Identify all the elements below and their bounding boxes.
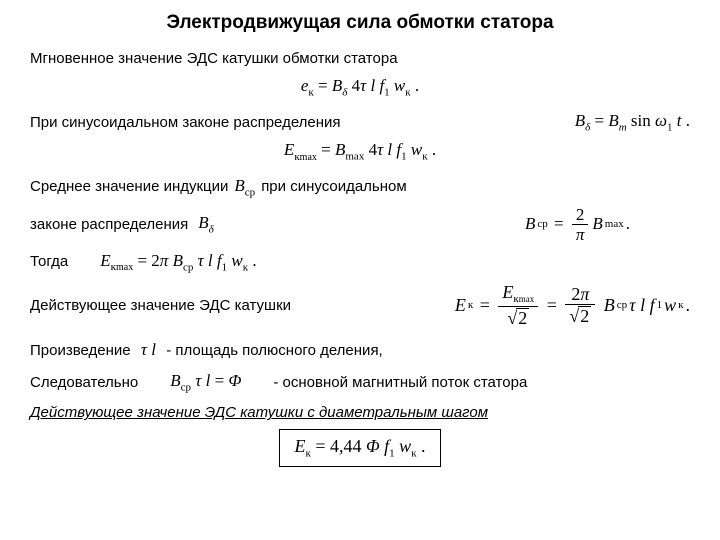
text-l1: Мгновенное значение ЭДС катушки обмотки … (30, 50, 398, 67)
line-avg-induction: Среднее значение индукции Bср при синусо… (30, 173, 690, 201)
text-l2: При синусоидальном законе распределения (30, 114, 341, 131)
text-l5: Действующее значение ЭДС катушки (30, 297, 291, 314)
text-l6a: Произведение (30, 342, 131, 359)
formula-ekmax: Eкmax = Bmax 4τ l f1 wк . (30, 140, 690, 162)
text-l3a: Среднее значение индукции (30, 178, 228, 195)
formula-flux: Bср τ l = Φ (170, 371, 241, 393)
formula-ek: eк = Bδ 4τ l f1 wк . (30, 76, 690, 98)
formula-bcp: Bср = 2π Bmax . (525, 205, 630, 244)
formula-ek-expr: eк = Bδ 4τ l f1 wк . (301, 76, 419, 95)
formula-ekmax-expr: Eкmax = Bmax 4τ l f1 wк . (284, 140, 436, 159)
line-rms-emf: Действующее значение ЭДС катушки Eк = Eк… (30, 282, 690, 329)
text-l3b: при синусоидальном (261, 178, 407, 195)
line-then: Тогда Eкmax = 2π Bср τ l f1 wк . (30, 248, 690, 276)
formula-bcp-sym: Bср (234, 176, 255, 198)
line-instant-emf: Мгновенное значение ЭДС катушки обмотки … (30, 44, 690, 72)
line-therefore: Следовательно Bср τ l = Φ - основной маг… (30, 368, 690, 396)
line-sinusoidal: При синусоидальном законе распределения … (30, 108, 690, 136)
formula-ek-rms: Eк = Eкmax √2 = 2π √2 Bср τ l f1 wк . (455, 282, 690, 329)
text-l7b: - основной магнитный поток статора (273, 374, 527, 391)
line-avg-induction-2: законе распределения Bδ Bср = 2π Bmax . (30, 205, 690, 244)
line-summary: Действующее значение ЭДС катушки с диаме… (30, 404, 690, 421)
text-l4: Тогда (30, 253, 68, 270)
text-l6b: - площадь полюсного деления, (166, 342, 383, 359)
slide-title: Электродвижущая сила обмотки статора (30, 12, 690, 34)
formula-final-box: Eк = 4,44 Φ f1 wк . (30, 429, 690, 467)
text-l3c: законе распределения (30, 216, 188, 233)
text-l7a: Следовательно (30, 374, 138, 391)
formula-bdelta: Bδ = Bm sin ω1 t . (575, 111, 690, 133)
formula-ekmax2: Eкmax = 2π Bср τ l f1 wк . (100, 251, 256, 273)
line-product: Произведение τ l - площадь полюсного дел… (30, 336, 690, 364)
formula-final: Eк = 4,44 Φ f1 wк . (294, 436, 425, 456)
formula-bdelta-sym: Bδ (198, 213, 214, 235)
formula-tau-l: τ l (137, 340, 161, 360)
